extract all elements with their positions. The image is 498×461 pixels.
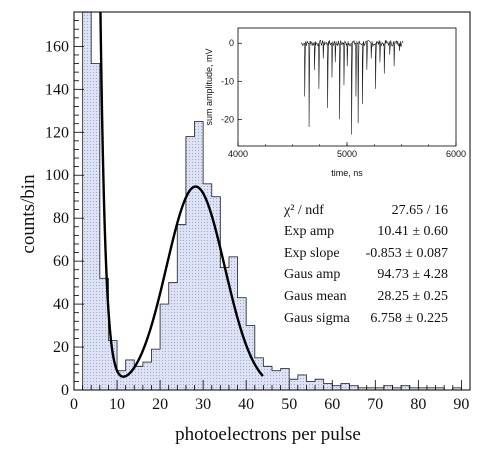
stats-value-chi2: 27.65 / 16 bbox=[392, 203, 448, 218]
main-axes bbox=[73, 11, 471, 391]
stats-label-exp-amp: Exp amp bbox=[284, 224, 334, 239]
x-tick-label: 40 bbox=[238, 396, 254, 413]
x-tick-label: 20 bbox=[152, 396, 168, 413]
histogram-bar bbox=[306, 381, 316, 390]
histogram-bar bbox=[125, 359, 135, 390]
histogram-bar bbox=[254, 357, 264, 390]
main-plot-area: 0 10 20 30 40 50 60 70 80 90 0 20 40 60 80 100 120 140 160 bbox=[45, 11, 471, 413]
y-tick-label: 20 bbox=[53, 339, 69, 356]
y-axis-title: counts/bin bbox=[18, 174, 39, 254]
stats-box: χ² / ndf 27.65 / 16 Exp amp 10.41 ± 0.60… bbox=[283, 203, 448, 326]
histogram-bar bbox=[211, 196, 221, 390]
histogram-bar bbox=[383, 385, 393, 390]
histogram-bar bbox=[366, 387, 376, 390]
histogram-bar bbox=[117, 370, 126, 390]
x-tick-label: 50 bbox=[281, 396, 297, 413]
histogram-bar bbox=[185, 136, 195, 390]
histogram-bar bbox=[452, 387, 462, 390]
y-tick-label: 40 bbox=[53, 296, 69, 313]
y-tick-label: 80 bbox=[53, 210, 69, 227]
histogram-bar bbox=[160, 304, 169, 390]
histogram-bar bbox=[168, 282, 178, 390]
inset-y-axis-title: sum amplitude, mV bbox=[204, 48, 214, 125]
stats-label-gaus-sigma: Gaus sigma bbox=[284, 311, 351, 326]
x-tick-label: 90 bbox=[453, 396, 469, 413]
stats-label-gaus-amp: Gaus amp bbox=[284, 267, 340, 282]
fit-curve bbox=[99, 12, 264, 378]
histogram-bar bbox=[203, 183, 212, 390]
histogram-bar bbox=[177, 224, 186, 390]
inset-trace-layer bbox=[300, 39, 404, 135]
histogram-bar bbox=[323, 383, 333, 390]
histogram-bar bbox=[358, 387, 367, 390]
histogram-bar bbox=[220, 267, 229, 390]
stats-label-gaus-mean: Gaus mean bbox=[284, 289, 347, 304]
histogram-bar bbox=[237, 297, 247, 390]
inset-y-tick-label: -10 bbox=[221, 76, 234, 86]
y-tick-label: 60 bbox=[53, 253, 69, 270]
stats-value-gaus-mean: 28.25 ± 0.25 bbox=[377, 289, 448, 304]
x-tick-label: 80 bbox=[410, 396, 426, 413]
histogram-bar bbox=[134, 366, 143, 390]
histogram-bar bbox=[263, 366, 272, 390]
histogram-bar bbox=[99, 278, 109, 390]
histogram-bar bbox=[272, 370, 281, 390]
stats-value-exp-amp: 10.41 ± 0.60 bbox=[377, 224, 448, 239]
stats-label-chi2: χ² / ndf bbox=[283, 203, 324, 218]
histogram bbox=[82, 12, 462, 390]
x-tick-label: 30 bbox=[195, 396, 211, 413]
histogram-bar bbox=[151, 349, 161, 390]
inset-plot: 4000 5000 6000 0 -10 -20 time, ns sum amplitu… bbox=[204, 27, 466, 178]
y-tick-label: 140 bbox=[45, 81, 69, 98]
inset-x-tick-label: 5000 bbox=[337, 149, 357, 159]
x-tick-label: 70 bbox=[367, 396, 383, 413]
histogram-bar bbox=[418, 387, 427, 390]
inset-trace bbox=[300, 39, 404, 135]
x-tick-label: 10 bbox=[109, 396, 125, 413]
inset-frame bbox=[237, 27, 457, 147]
histogram-bar bbox=[340, 383, 350, 390]
main-tick-labels: 0 10 20 30 40 50 60 70 80 90 0 20 40 60 80 100 120 140 160 bbox=[45, 38, 469, 413]
histogram-bar bbox=[349, 385, 359, 390]
histogram-bar bbox=[91, 63, 100, 390]
y-tick-label: 120 bbox=[45, 124, 69, 141]
histogram-bar bbox=[228, 256, 238, 390]
histogram-bar bbox=[82, 12, 92, 390]
x-tick-label: 0 bbox=[70, 396, 78, 413]
histogram-bar bbox=[315, 379, 324, 390]
histogram-bar bbox=[108, 340, 118, 390]
histogram-bar bbox=[375, 387, 384, 390]
stats-value-gaus-amp: 94.73 ± 4.28 bbox=[377, 267, 448, 282]
histogram-bar bbox=[401, 385, 410, 390]
histogram-bar bbox=[194, 121, 204, 390]
stats-value-gaus-sigma: 6.758 ± 0.225 bbox=[370, 311, 448, 326]
histogram-bar bbox=[332, 385, 341, 390]
inset-x-axis-title: time, ns bbox=[331, 168, 363, 178]
fit-curve-layer bbox=[99, 12, 264, 378]
histogram-bar bbox=[142, 362, 152, 390]
x-axis-title: photoelectrons per pulse bbox=[175, 424, 361, 445]
inset-y-tick-label: 0 bbox=[229, 38, 234, 48]
histogram-bar bbox=[289, 379, 298, 390]
main-frame bbox=[73, 11, 471, 391]
histogram-bar bbox=[409, 387, 419, 390]
y-tick-label: 0 bbox=[61, 382, 69, 399]
inset-x-tick-label: 6000 bbox=[446, 149, 466, 159]
histogram-bar bbox=[297, 374, 307, 390]
histogram-bar bbox=[426, 387, 436, 390]
inset-y-tick-label: -20 bbox=[221, 114, 234, 124]
inset-x-tick-label: 4000 bbox=[228, 149, 248, 159]
histogram-bar bbox=[435, 387, 445, 390]
x-tick-label: 60 bbox=[324, 396, 340, 413]
histogram-bar bbox=[392, 387, 402, 390]
y-tick-label: 160 bbox=[45, 38, 69, 55]
stats-label-exp-slope: Exp slope bbox=[284, 246, 340, 261]
y-tick-label: 100 bbox=[45, 167, 69, 184]
stats-value-exp-slope: -0.853 ± 0.087 bbox=[366, 246, 448, 261]
histogram-bar bbox=[280, 368, 290, 390]
